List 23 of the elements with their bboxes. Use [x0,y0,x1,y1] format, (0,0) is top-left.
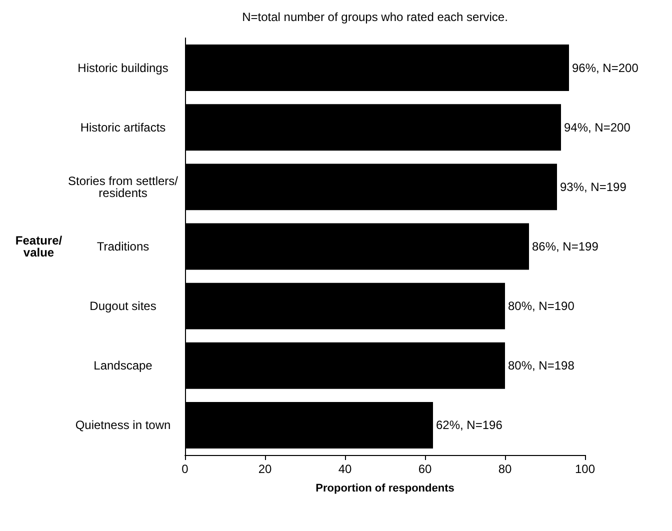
data-label: 94%, N=200 [564,120,631,134]
x-tick-label: 40 [338,462,352,476]
y-tick-label: Quietness in town [75,418,171,432]
data-label: 96%, N=200 [572,60,639,75]
y-tick-label: Historic buildings [78,60,168,75]
x-tick-label: 80 [498,462,512,476]
x-tick-label: 60 [418,462,432,476]
y-tick-label: Traditions [96,240,150,254]
data-label: 80%, N=190 [508,299,575,314]
y-tick-label: Landscape [94,358,153,373]
x-tick-label: 20 [258,462,272,476]
chart-title: N=total number of groups who rated each service. [242,10,508,24]
data-label: 80%, N=198 [508,358,575,373]
data-label: 86%, N=199 [532,240,599,254]
y-axis-title: Feature/ value [15,234,63,260]
y-tick-label: Stories from settlers/residents [68,174,179,200]
x-tick-label: 0 [182,462,189,476]
data-label: 93%, N=199 [560,180,627,194]
x-axis-title: Proportion of respondents [316,482,454,494]
y-tick-label: Dugout sites [90,299,156,314]
x-tick-label: 100 [574,462,596,476]
y-tick-label: Historic artifacts [80,120,166,134]
data-label: 62%, N=196 [436,418,503,432]
